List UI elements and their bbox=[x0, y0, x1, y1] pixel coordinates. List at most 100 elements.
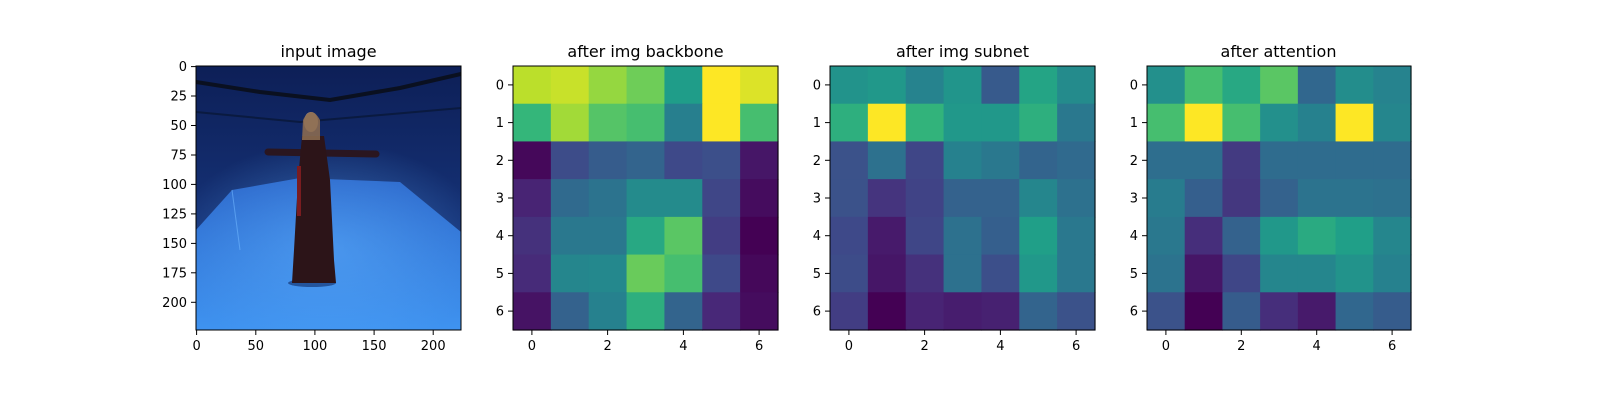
y-axis: 0 1 2 3 4 5 6 bbox=[813, 78, 830, 320]
heatmap-cell bbox=[588, 66, 628, 105]
x-tick: 6 bbox=[1388, 330, 1396, 354]
panel-title: input image bbox=[280, 42, 376, 61]
heatmap-cell bbox=[1222, 292, 1261, 331]
y-tick: 6 bbox=[813, 305, 830, 320]
heatmap-cell bbox=[943, 254, 983, 293]
svg-text:6: 6 bbox=[813, 305, 821, 320]
heatmap-cell bbox=[1057, 103, 1096, 143]
heatmap-cell bbox=[626, 141, 666, 180]
heatmap-cell bbox=[1222, 254, 1261, 293]
heatmap-cell bbox=[981, 179, 1020, 218]
heatmap-cell bbox=[550, 179, 590, 218]
heatmap-cell bbox=[702, 66, 741, 105]
svg-text:1: 1 bbox=[813, 116, 821, 131]
svg-text:3: 3 bbox=[1130, 192, 1138, 207]
heatmap-cell bbox=[1184, 179, 1224, 218]
y-tick: 150 bbox=[162, 237, 196, 252]
heatmap-cell bbox=[1373, 292, 1412, 331]
x-axis: 0 2 4 6 bbox=[528, 330, 763, 354]
heatmap-cell bbox=[830, 66, 869, 105]
y-tick: 3 bbox=[496, 192, 513, 207]
heatmap-cell bbox=[702, 141, 741, 180]
svg-text:5: 5 bbox=[1130, 267, 1138, 282]
heatmap-cell bbox=[1260, 103, 1299, 143]
svg-text:0: 0 bbox=[813, 78, 821, 93]
heatmap-cell bbox=[1297, 254, 1337, 293]
heatmap-cell bbox=[1019, 216, 1058, 256]
heatmap-cell bbox=[905, 254, 945, 293]
heatmap-cell bbox=[513, 216, 552, 256]
heatmap-cell bbox=[943, 292, 983, 331]
heatmap-cell bbox=[1335, 141, 1374, 180]
heatmap-cell bbox=[867, 179, 907, 218]
photo-sash bbox=[297, 166, 301, 216]
photo-truss bbox=[196, 72, 461, 103]
y-tick: 200 bbox=[162, 296, 196, 311]
svg-text:4: 4 bbox=[679, 339, 687, 354]
heatmap-cell bbox=[1373, 103, 1412, 143]
heatmap-cell bbox=[981, 103, 1020, 143]
heatmap-cell bbox=[943, 216, 983, 256]
heatmap-cell bbox=[513, 254, 552, 293]
svg-text:6: 6 bbox=[1072, 339, 1080, 354]
heatmap-cell bbox=[1147, 292, 1186, 331]
heatmap-cell bbox=[513, 141, 552, 180]
heatmap-cell bbox=[626, 103, 666, 143]
heatmap-cell bbox=[588, 103, 628, 143]
heatmap-cell bbox=[867, 254, 907, 293]
heatmap-cell bbox=[867, 66, 907, 105]
y-tick: 50 bbox=[170, 119, 196, 134]
svg-text:6: 6 bbox=[1130, 305, 1138, 320]
heatmap-cell bbox=[1297, 66, 1337, 105]
y-tick: 125 bbox=[162, 207, 196, 222]
svg-text:6: 6 bbox=[1388, 339, 1396, 354]
heatmap-cell bbox=[1184, 103, 1224, 143]
y-tick: 75 bbox=[170, 149, 196, 164]
heatmap-cell bbox=[867, 141, 907, 180]
svg-text:1: 1 bbox=[496, 116, 504, 131]
y-tick: 4 bbox=[1130, 229, 1147, 244]
heatmap-cells bbox=[513, 66, 779, 331]
heatmap-cell bbox=[740, 103, 779, 143]
svg-text:0: 0 bbox=[528, 339, 536, 354]
x-axis: 0 2 4 6 bbox=[845, 330, 1080, 354]
heatmap-cell bbox=[1297, 141, 1337, 180]
svg-text:3: 3 bbox=[813, 192, 821, 207]
svg-text:2: 2 bbox=[813, 154, 821, 169]
heatmap-cell bbox=[1057, 292, 1096, 331]
svg-text:2: 2 bbox=[496, 154, 504, 169]
x-tick: 0 bbox=[192, 330, 201, 354]
y-tick: 5 bbox=[813, 267, 830, 282]
panel-after-img-subnet: after img subnet 0 2 4 6 0 1 2 3 4 5 6 bbox=[813, 42, 1096, 354]
heatmap-cell bbox=[1373, 141, 1412, 180]
heatmap-cell bbox=[550, 292, 590, 331]
y-tick: 6 bbox=[1130, 305, 1147, 320]
svg-text:100: 100 bbox=[302, 339, 327, 354]
y-tick: 3 bbox=[1130, 192, 1147, 207]
heatmap-cell bbox=[1335, 254, 1374, 293]
svg-text:4: 4 bbox=[813, 229, 821, 244]
heatmap-cell bbox=[1373, 216, 1412, 256]
heatmap-cell bbox=[867, 103, 907, 143]
heatmap-cell bbox=[1373, 66, 1412, 105]
panel-input-image: input image 0 50 100 150 200 0 25 50 bbox=[162, 42, 462, 354]
y-axis: 0 1 2 3 4 5 6 bbox=[1130, 78, 1147, 320]
heatmap-cell bbox=[1373, 254, 1412, 293]
heatmap-cell bbox=[513, 179, 552, 218]
y-axis: 0 1 2 3 4 5 6 bbox=[496, 78, 513, 320]
panel-title: after attention bbox=[1221, 42, 1337, 61]
heatmap-cell bbox=[1184, 141, 1224, 180]
svg-text:150: 150 bbox=[162, 237, 187, 252]
svg-text:0: 0 bbox=[192, 339, 200, 354]
heatmap-cell bbox=[1057, 254, 1096, 293]
heatmap-cell bbox=[1335, 216, 1374, 256]
svg-text:3: 3 bbox=[496, 192, 504, 207]
x-tick: 200 bbox=[421, 330, 446, 354]
heatmap-cell bbox=[513, 292, 552, 331]
svg-text:200: 200 bbox=[421, 339, 446, 354]
y-tick: 1 bbox=[1130, 116, 1147, 131]
heatmap-cell bbox=[943, 66, 983, 105]
heatmap-cell bbox=[1019, 66, 1058, 105]
y-tick: 4 bbox=[496, 229, 513, 244]
